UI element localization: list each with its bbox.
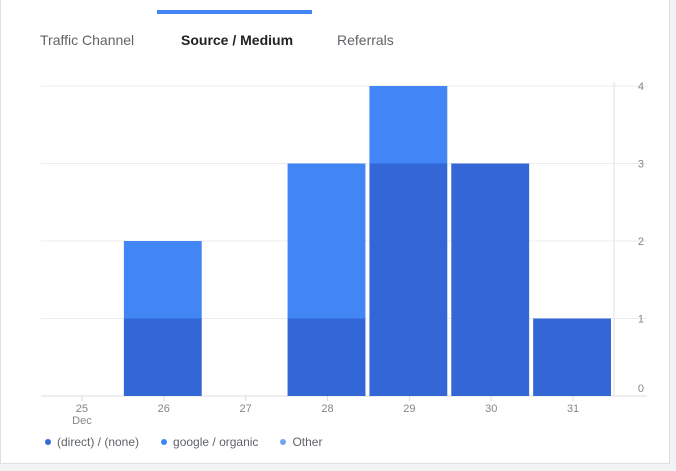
legend-label-google-organic: google / organic bbox=[173, 435, 259, 449]
y-tick-label: 1 bbox=[638, 314, 644, 326]
y-tick-label: 4 bbox=[638, 81, 644, 93]
y-tick-label: 3 bbox=[638, 159, 644, 171]
tab-traffic-channel[interactable]: Traffic Channel bbox=[1, 0, 151, 72]
bar-28-series-0 bbox=[287, 318, 366, 396]
legend-item-google-organic: google / organic bbox=[161, 435, 258, 449]
x-tick-label: 28 bbox=[321, 403, 333, 415]
source-medium-card: Traffic Channel Source / Medium Referral… bbox=[0, 0, 670, 464]
bar-29-series-1 bbox=[369, 86, 448, 164]
x-tick-sublabel: Dec bbox=[72, 415, 92, 427]
x-tick-label: 29 bbox=[403, 403, 415, 415]
tab-traffic-channel-label: Traffic Channel bbox=[40, 32, 135, 48]
bar-28-series-1 bbox=[287, 163, 366, 319]
bar-30-series-0 bbox=[451, 163, 530, 396]
x-tick-label: 26 bbox=[158, 403, 170, 415]
bar-26-series-0 bbox=[123, 318, 202, 396]
chart-legend: (direct) / (none) google / organic Other bbox=[45, 435, 322, 449]
bar-29-series-0 bbox=[369, 163, 448, 396]
legend-dot-google-organic bbox=[161, 439, 168, 445]
x-tick-label: 30 bbox=[485, 403, 497, 415]
legend-item-other: Other bbox=[280, 435, 322, 449]
tab-bar: Traffic Channel Source / Medium Referral… bbox=[1, 0, 669, 72]
y-tick-label: 0 bbox=[638, 383, 644, 395]
bar-31-series-0 bbox=[533, 318, 611, 396]
tab-referrals[interactable]: Referrals bbox=[312, 0, 422, 72]
tab-referrals-label: Referrals bbox=[337, 32, 394, 48]
legend-dot-other bbox=[280, 439, 287, 445]
x-tick-label: 25 bbox=[76, 403, 88, 415]
x-tick-label: 27 bbox=[240, 403, 252, 415]
legend-item-direct: (direct) / (none) bbox=[45, 435, 139, 449]
legend-dot-direct bbox=[45, 439, 51, 445]
bar-26-series-1 bbox=[123, 241, 202, 319]
legend-label-direct: (direct) / (none) bbox=[57, 435, 140, 449]
legend-label-other: Other bbox=[292, 435, 323, 449]
tab-source-medium-label: Source / Medium bbox=[181, 32, 294, 48]
x-tick-label: 31 bbox=[567, 403, 579, 415]
active-tab-indicator bbox=[157, 10, 312, 14]
tab-source-medium[interactable]: Source / Medium bbox=[157, 0, 312, 72]
y-tick-label: 2 bbox=[638, 236, 644, 248]
